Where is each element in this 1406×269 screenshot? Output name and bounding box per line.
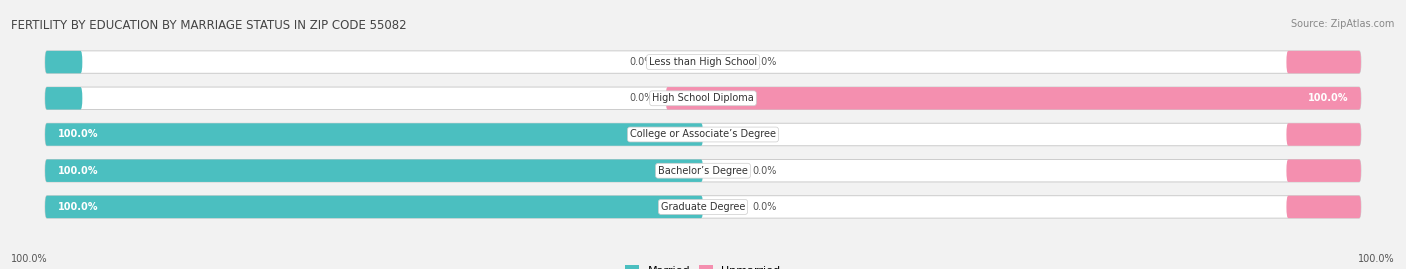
- Text: 100.0%: 100.0%: [58, 202, 98, 212]
- FancyBboxPatch shape: [45, 51, 1361, 73]
- Text: Less than High School: Less than High School: [650, 57, 756, 67]
- Text: 100.0%: 100.0%: [58, 129, 98, 140]
- Text: 0.0%: 0.0%: [752, 57, 778, 67]
- Text: Graduate Degree: Graduate Degree: [661, 202, 745, 212]
- Text: FERTILITY BY EDUCATION BY MARRIAGE STATUS IN ZIP CODE 55082: FERTILITY BY EDUCATION BY MARRIAGE STATU…: [11, 19, 406, 32]
- Text: Bachelor’s Degree: Bachelor’s Degree: [658, 166, 748, 176]
- Text: 100.0%: 100.0%: [11, 254, 48, 264]
- FancyBboxPatch shape: [45, 87, 83, 109]
- Text: 100.0%: 100.0%: [1358, 254, 1395, 264]
- Text: 0.0%: 0.0%: [752, 166, 778, 176]
- FancyBboxPatch shape: [45, 160, 1361, 182]
- FancyBboxPatch shape: [1286, 51, 1361, 73]
- Text: 100.0%: 100.0%: [1308, 93, 1348, 103]
- FancyBboxPatch shape: [45, 87, 1361, 109]
- FancyBboxPatch shape: [45, 51, 83, 73]
- Text: High School Diploma: High School Diploma: [652, 93, 754, 103]
- Text: 0.0%: 0.0%: [628, 57, 654, 67]
- Text: 0.0%: 0.0%: [628, 93, 654, 103]
- FancyBboxPatch shape: [45, 123, 1361, 146]
- Text: 0.0%: 0.0%: [752, 129, 778, 140]
- Legend: Married, Unmarried: Married, Unmarried: [626, 266, 780, 269]
- FancyBboxPatch shape: [45, 123, 703, 146]
- Text: Source: ZipAtlas.com: Source: ZipAtlas.com: [1291, 19, 1395, 29]
- Text: 0.0%: 0.0%: [752, 202, 778, 212]
- FancyBboxPatch shape: [45, 160, 703, 182]
- FancyBboxPatch shape: [1286, 123, 1361, 146]
- FancyBboxPatch shape: [1286, 196, 1361, 218]
- FancyBboxPatch shape: [45, 196, 1361, 218]
- FancyBboxPatch shape: [45, 196, 703, 218]
- FancyBboxPatch shape: [1286, 160, 1361, 182]
- FancyBboxPatch shape: [666, 87, 1361, 109]
- Text: College or Associate’s Degree: College or Associate’s Degree: [630, 129, 776, 140]
- Text: 100.0%: 100.0%: [58, 166, 98, 176]
